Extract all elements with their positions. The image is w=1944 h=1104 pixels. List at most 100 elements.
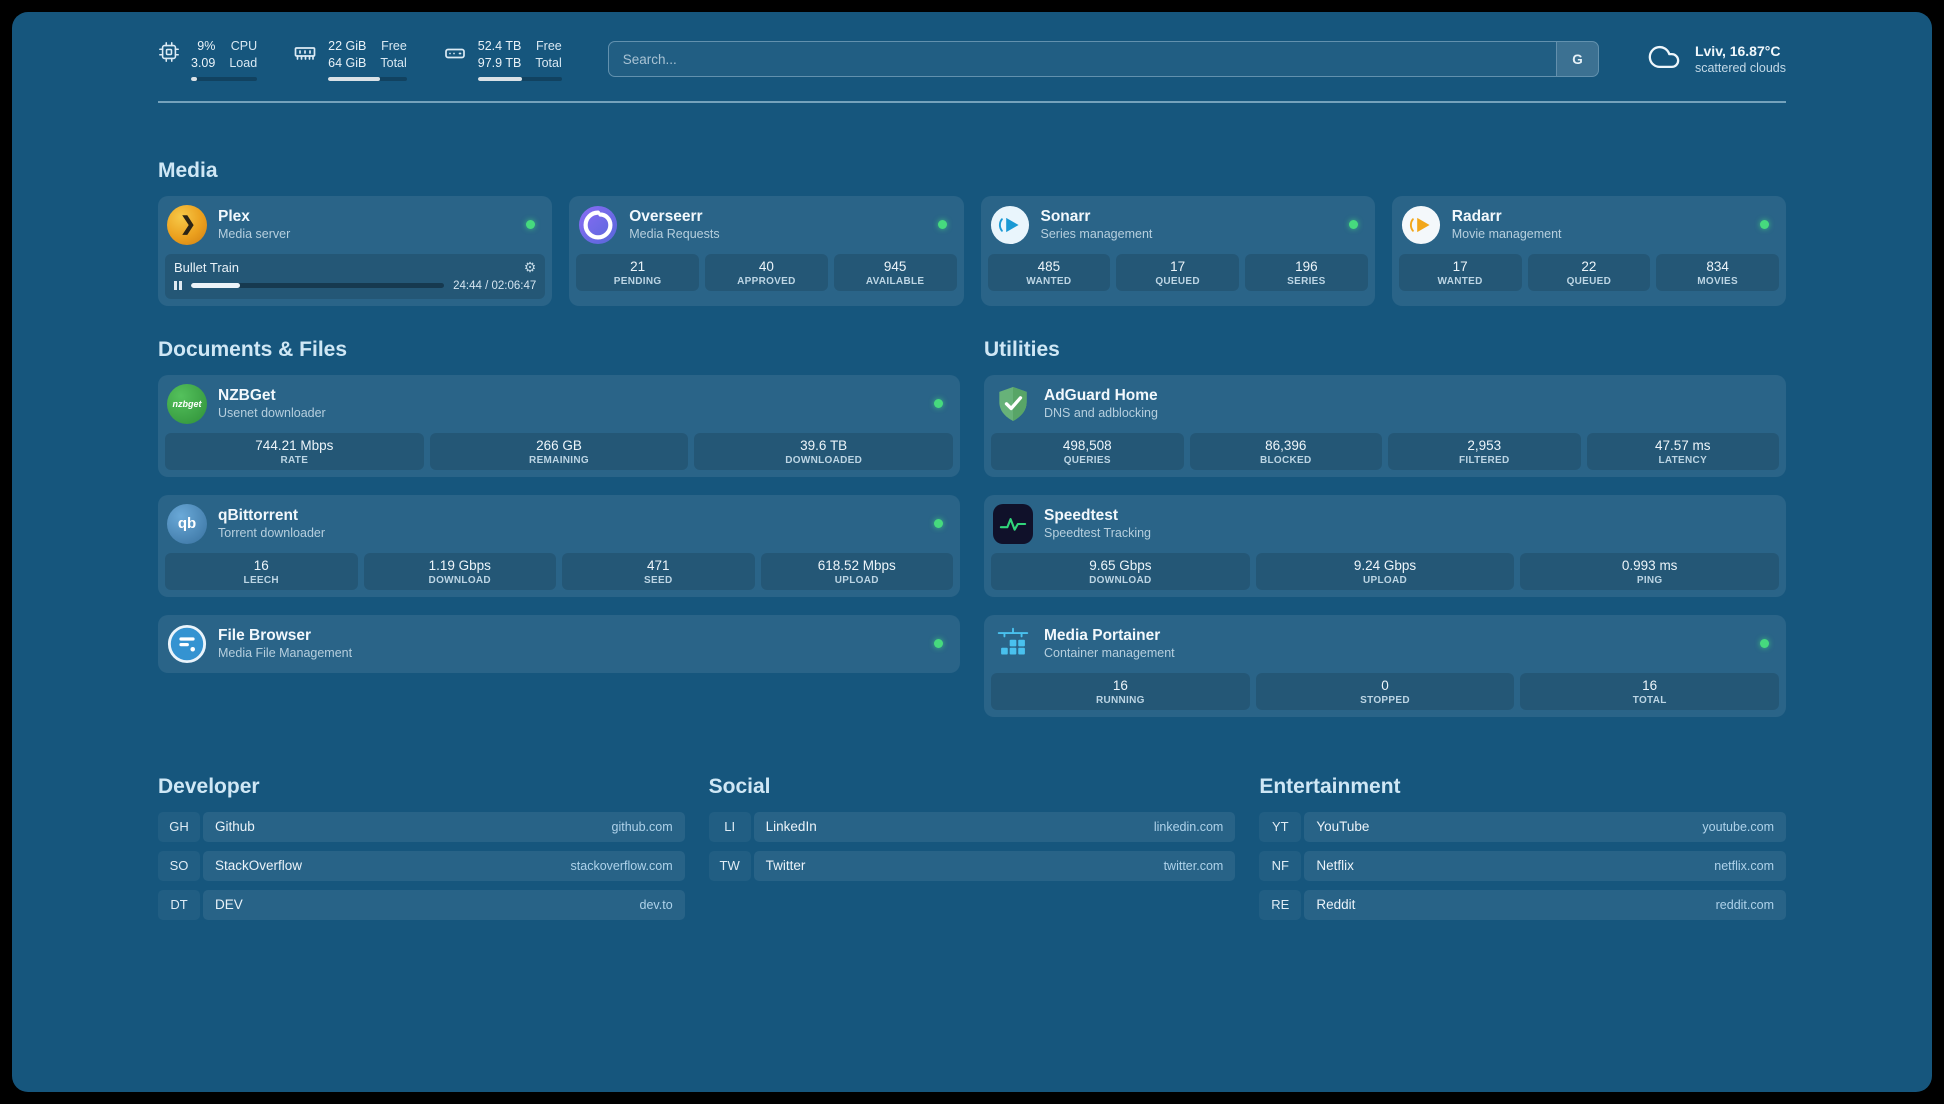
bookmark-linkedin[interactable]: LI LinkedIn linkedin.com — [708, 811, 1236, 842]
bookmark-url: reddit.com — [1715, 897, 1774, 912]
bookmark-url: github.com — [611, 819, 673, 834]
stat-leech: 16 LEECH — [165, 552, 358, 590]
bookmark-youtube[interactable]: YT YouTube youtube.com — [1259, 811, 1786, 842]
cloud-icon — [1645, 40, 1683, 79]
portainer-card: Media Portainer Container management 16 … — [984, 614, 1786, 717]
bookmark-abbr: LI — [708, 811, 751, 842]
stat-available: 945 AVAILABLE — [833, 253, 957, 291]
stat-queued: 22 QUEUED — [1527, 253, 1651, 291]
nzbget-card: nzbget NZBGet Usenet downloader 744.21 M… — [158, 374, 960, 477]
section-title-entertainment: Entertainment — [1259, 774, 1401, 798]
bookmark-reddit[interactable]: RE Reddit reddit.com — [1259, 889, 1786, 920]
cpu-usage-bar — [191, 76, 258, 81]
overseerr-icon — [578, 205, 618, 245]
stat-pending: 21 PENDING — [576, 253, 699, 291]
section-title-utilities: Utilities — [984, 337, 1060, 361]
speedtest-service-link[interactable]: Speedtest Speedtest Tracking — [991, 502, 1779, 546]
bookmark-abbr: TW — [708, 850, 751, 881]
pause-icon[interactable] — [174, 281, 182, 290]
bookmark-abbr: RE — [1259, 889, 1302, 920]
sonarr-icon — [990, 205, 1030, 245]
service-name: File Browser — [218, 627, 312, 644]
bookmark-abbr: YT — [1259, 811, 1302, 842]
bookmark-twitter[interactable]: TW Twitter twitter.com — [708, 850, 1236, 881]
filebrowser-service-link[interactable]: File Browser Media File Management — [165, 622, 953, 666]
status-dot — [1760, 220, 1769, 229]
service-name: AdGuard Home — [1044, 387, 1158, 404]
bookmark-name: LinkedIn — [765, 819, 817, 834]
bookmark-group-social: Social LI LinkedIn linkedin.com TW Twitt… — [708, 774, 1236, 929]
status-dot — [526, 220, 536, 229]
section-title-media: Media — [158, 158, 218, 182]
filebrowser-icon — [167, 624, 207, 664]
status-dot — [934, 519, 943, 528]
plex-icon: ❯ — [167, 204, 207, 245]
bookmark-abbr: GH — [158, 811, 200, 842]
speedtest-icon — [993, 503, 1033, 544]
section-title-social: Social — [708, 774, 771, 798]
nzbget-service-link[interactable]: nzbget NZBGet Usenet downloader — [165, 382, 953, 426]
overseerr-card: Overseerr Media Requests 21 PENDING 40 A… — [569, 195, 964, 306]
search-provider-button[interactable]: G — [1555, 42, 1598, 77]
radarr-icon — [1401, 205, 1441, 245]
radarr-card: Radarr Movie management 17 WANTED 22 QUE… — [1391, 195, 1786, 306]
service-name: Sonarr — [1040, 208, 1091, 225]
portainer-service-link[interactable]: Media Portainer Container management — [991, 622, 1779, 666]
dashboard: 9% 3.09 CPU Load — [12, 12, 1932, 1092]
disk-free-label: Free — [536, 39, 562, 53]
disk-total: 97.9 TB — [477, 55, 522, 70]
memory-total-label: Total — [380, 55, 407, 70]
stat-series: 196 SERIES — [1245, 253, 1368, 291]
portainer-icon — [993, 624, 1033, 664]
adguard-service-link[interactable]: AdGuard Home DNS and adblocking — [991, 382, 1779, 426]
stat-upload: 9.24 Gbps UPLOAD — [1255, 552, 1515, 590]
bookmark-name: YouTube — [1316, 819, 1370, 834]
stat-queries: 498,508 QUERIES — [991, 432, 1184, 470]
disk-total-label: Total — [535, 55, 562, 70]
sonarr-service-link[interactable]: Sonarr Series management — [988, 203, 1368, 247]
bookmark-netflix[interactable]: NF Netflix netflix.com — [1259, 850, 1786, 881]
radarr-service-link[interactable]: Radarr Movie management — [1399, 203, 1779, 247]
search-input[interactable] — [608, 42, 1556, 77]
plex-service-link[interactable]: ❯ Plex Media server — [165, 203, 545, 247]
top-bar: 9% 3.09 CPU Load — [158, 38, 1786, 81]
overseerr-service-link[interactable]: Overseerr Media Requests — [576, 203, 956, 247]
bookmark-name: DEV — [215, 897, 243, 912]
stat-remaining: 266 GB REMAINING — [429, 432, 689, 470]
bookmark-name: Netflix — [1316, 858, 1354, 873]
playback-time: 24:44 / 02:06:47 — [453, 279, 537, 292]
service-desc: Series management — [1040, 227, 1153, 241]
speedtest-card: Speedtest Speedtest Tracking 9.65 Gbps D… — [984, 494, 1786, 597]
cpu-label: CPU — [230, 39, 258, 53]
stat-ping: 0.993 ms PING — [1520, 552, 1780, 590]
bookmark-dev[interactable]: DT DEV dev.to — [158, 889, 685, 920]
service-desc: Movie management — [1451, 227, 1562, 241]
bookmark-name: Github — [215, 819, 255, 834]
status-dot — [1348, 220, 1358, 229]
now-playing-tile: Bullet Train ⚙ 24:44 / 02:06:47 — [165, 253, 546, 299]
settings-gear-icon[interactable]: ⚙ — [523, 258, 537, 275]
stat-downloaded: 39.6 TB DOWNLOADED — [694, 432, 954, 470]
bookmark-abbr: NF — [1259, 850, 1302, 881]
service-desc: Container management — [1044, 646, 1175, 660]
service-name: Radarr — [1451, 208, 1502, 225]
service-name: Media Portainer — [1044, 627, 1161, 644]
cpu-load-label: Load — [229, 55, 258, 70]
bookmark-name: StackOverflow — [215, 858, 303, 873]
qbittorrent-icon: qb — [167, 503, 207, 544]
status-dot — [937, 220, 947, 229]
stat-approved: 40 APPROVED — [705, 253, 828, 291]
service-desc: DNS and adblocking — [1044, 406, 1158, 420]
bookmark-github[interactable]: GH Github github.com — [158, 811, 685, 842]
qbittorrent-service-link[interactable]: qb qBittorrent Torrent downloader — [165, 502, 953, 546]
memory-usage-bar — [328, 76, 407, 81]
section-title-developer: Developer — [158, 774, 260, 798]
bookmark-group-developer: Developer GH Github github.com SO StackO… — [158, 775, 685, 929]
stat-filtered: 2,953 FILTERED — [1388, 432, 1581, 470]
cpu-percent: 9% — [197, 39, 216, 53]
service-name: Overseerr — [629, 208, 703, 225]
bookmark-url: stackoverflow.com — [570, 858, 673, 873]
stat-upload: 618.52 Mbps UPLOAD — [760, 552, 953, 590]
bookmark-stackoverflow[interactable]: SO StackOverflow stackoverflow.com — [158, 850, 685, 881]
status-dot — [934, 399, 943, 408]
